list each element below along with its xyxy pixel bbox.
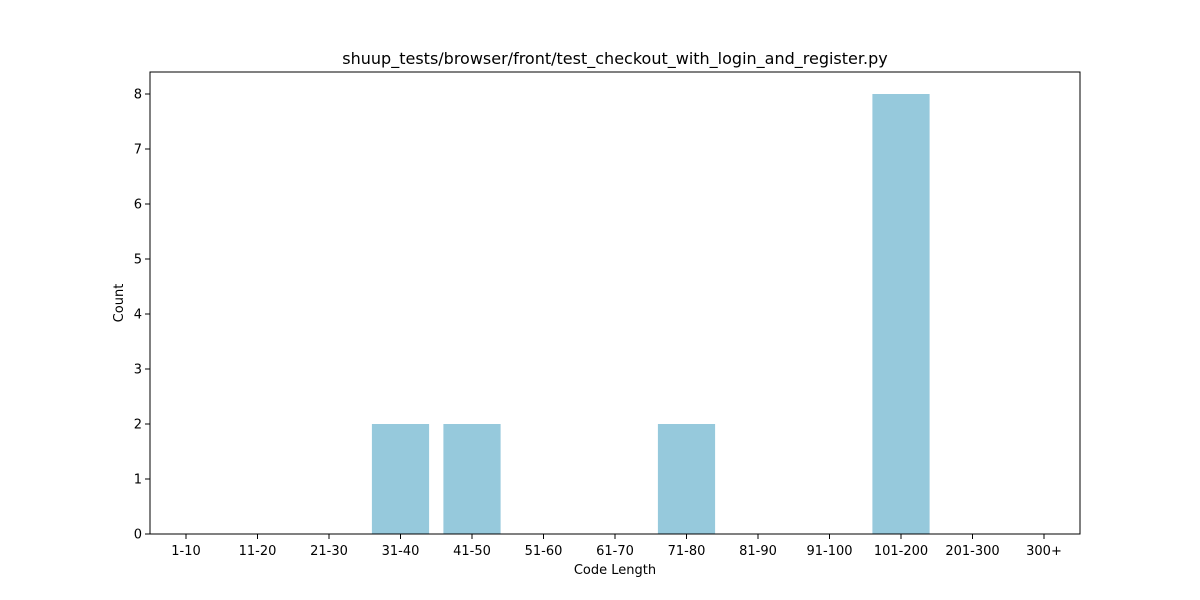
y-tick-label: 0	[134, 528, 142, 543]
y-tick-label: 1	[134, 473, 142, 488]
y-axis: 0 1 2 3 4 5 6 7 8	[134, 88, 150, 543]
plot-frame	[149, 71, 1081, 535]
bar-71-80	[657, 424, 716, 534]
bar-31-40	[371, 424, 430, 534]
y-tick-label: 5	[134, 253, 142, 268]
x-tick-label: 51-60	[525, 544, 563, 559]
x-axis-label: Code Length	[574, 563, 656, 578]
x-tick-label: 61-70	[596, 544, 634, 559]
x-tick-label: 201-300	[945, 544, 999, 559]
x-tick-label: 101-200	[874, 544, 928, 559]
bar-101-200	[872, 94, 930, 534]
chart-title: shuup_tests/browser/front/test_checkout_…	[342, 49, 887, 69]
x-tick-label: 71-80	[668, 544, 706, 559]
x-tick-label: 11-20	[239, 544, 277, 559]
x-tick-label: 81-90	[739, 544, 777, 559]
bar-41-50	[443, 424, 501, 534]
x-tick-label: 31-40	[382, 544, 420, 559]
y-tick-label: 4	[134, 308, 142, 323]
bars-group	[371, 94, 930, 534]
y-tick-label: 7	[134, 143, 142, 158]
x-tick-label: 1-10	[171, 544, 201, 559]
y-tick-label: 2	[134, 418, 142, 433]
y-tick-label: 6	[134, 198, 142, 213]
x-tick-label: 91-100	[806, 544, 852, 559]
x-tick-label: 21-30	[310, 544, 348, 559]
y-tick-label: 3	[134, 363, 142, 378]
x-tick-label: 41-50	[453, 544, 491, 559]
x-tick-label: 300+	[1026, 544, 1062, 559]
y-tick-label: 8	[134, 88, 142, 103]
x-axis: 1-10 11-20 21-30 31-40 41-50 51-60 61-70 71-80 8…	[171, 534, 1062, 559]
y-axis-label: Count	[112, 284, 127, 323]
